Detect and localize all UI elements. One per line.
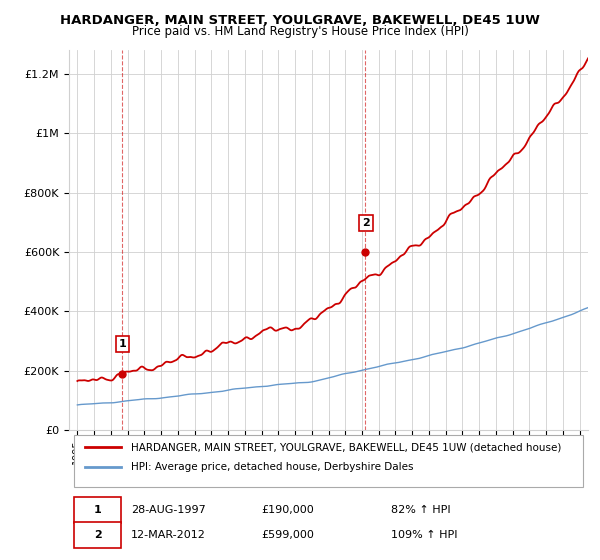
Text: 1: 1 xyxy=(118,339,126,349)
FancyBboxPatch shape xyxy=(74,521,121,548)
Text: 109% ↑ HPI: 109% ↑ HPI xyxy=(391,530,457,540)
Text: Price paid vs. HM Land Registry's House Price Index (HPI): Price paid vs. HM Land Registry's House … xyxy=(131,25,469,38)
Text: £190,000: £190,000 xyxy=(261,505,314,515)
Text: 1: 1 xyxy=(94,505,101,515)
Text: 12-MAR-2012: 12-MAR-2012 xyxy=(131,530,206,540)
Text: £599,000: £599,000 xyxy=(261,530,314,540)
FancyBboxPatch shape xyxy=(74,497,121,522)
Text: HARDANGER, MAIN STREET, YOULGRAVE, BAKEWELL, DE45 1UW: HARDANGER, MAIN STREET, YOULGRAVE, BAKEW… xyxy=(60,14,540,27)
Text: 28-AUG-1997: 28-AUG-1997 xyxy=(131,505,206,515)
Text: 2: 2 xyxy=(362,218,370,228)
Text: HPI: Average price, detached house, Derbyshire Dales: HPI: Average price, detached house, Derb… xyxy=(131,462,414,472)
Text: HARDANGER, MAIN STREET, YOULGRAVE, BAKEWELL, DE45 1UW (detached house): HARDANGER, MAIN STREET, YOULGRAVE, BAKEW… xyxy=(131,442,562,452)
Text: 82% ↑ HPI: 82% ↑ HPI xyxy=(391,505,451,515)
Bar xyxy=(74,435,583,487)
Text: 2: 2 xyxy=(94,530,101,540)
